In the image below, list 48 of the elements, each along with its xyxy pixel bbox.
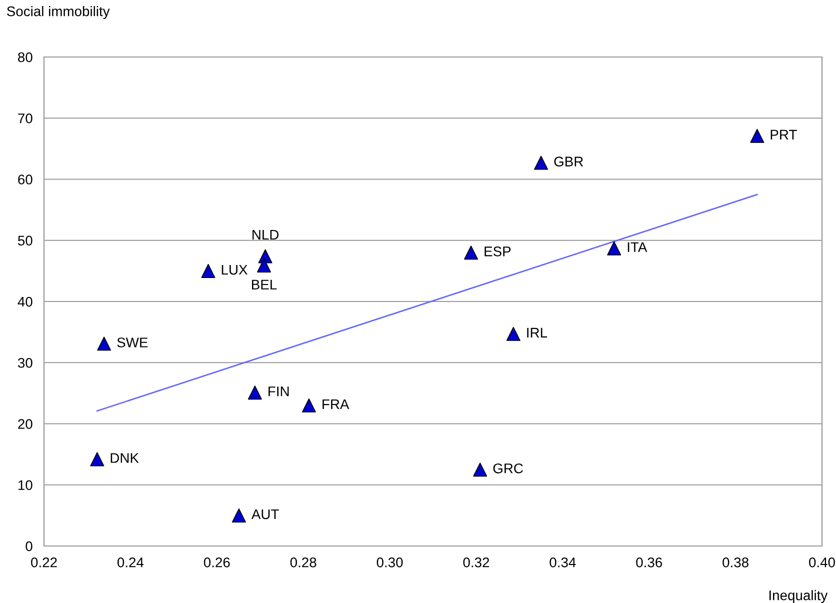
point: [90, 452, 104, 466]
point: [201, 264, 216, 278]
point: [506, 326, 520, 341]
annotation: ESP: [484, 246, 511, 256]
point: [248, 386, 262, 400]
annotation: FRA: [322, 399, 350, 410]
point: [750, 128, 764, 143]
annotation: SWE: [117, 338, 148, 348]
y-axis-title: Social immobility: [7, 6, 110, 19]
y-tick-label: 50: [18, 236, 32, 246]
point: [302, 398, 316, 412]
x-tick-label: 0.32: [463, 557, 490, 568]
x-axis-title: Inequality: [769, 590, 828, 603]
x-tick-label: 0.40: [809, 557, 835, 568]
y-tick-label: 30: [18, 358, 32, 368]
annotation: NLD: [252, 230, 279, 240]
x-tick-label: 0.26: [204, 557, 230, 568]
point: [256, 258, 272, 272]
annotation: ITA: [628, 242, 648, 252]
point: [534, 156, 548, 170]
x-tick-label: 0.34: [550, 557, 576, 568]
point: [97, 336, 112, 351]
annotation: GBR: [554, 156, 584, 166]
annotation: DNK: [110, 453, 139, 463]
point: [607, 241, 622, 256]
annotation: BEL: [252, 280, 277, 290]
y-tick-label: 10: [18, 480, 32, 490]
y-tick-label: 40: [18, 296, 32, 307]
annotation: AUT: [251, 509, 279, 520]
y-tick-label: 0: [26, 541, 32, 552]
point: [232, 508, 246, 522]
x-tick-label: 0.30: [376, 557, 403, 568]
annotation: FIN: [268, 386, 289, 396]
annotation: GRC: [493, 463, 523, 474]
point: [473, 462, 488, 477]
y-tick-label: 20: [18, 419, 32, 429]
annotation: PRT: [770, 130, 797, 140]
x-tick-label: 0.28: [290, 557, 316, 568]
x-tick-label: 0.38: [722, 557, 748, 568]
y-tick-label: 60: [18, 174, 32, 184]
x-tick-label: 0.24: [117, 557, 144, 568]
annotation: IRL: [527, 328, 548, 338]
x-tick-label: 0.22: [31, 557, 57, 568]
y-tick-label: 80: [18, 52, 32, 62]
point: [464, 246, 478, 260]
annotation: LUX: [222, 264, 248, 275]
y-tick-label: 70: [18, 113, 32, 124]
x-tick-label: 0.36: [636, 557, 662, 568]
